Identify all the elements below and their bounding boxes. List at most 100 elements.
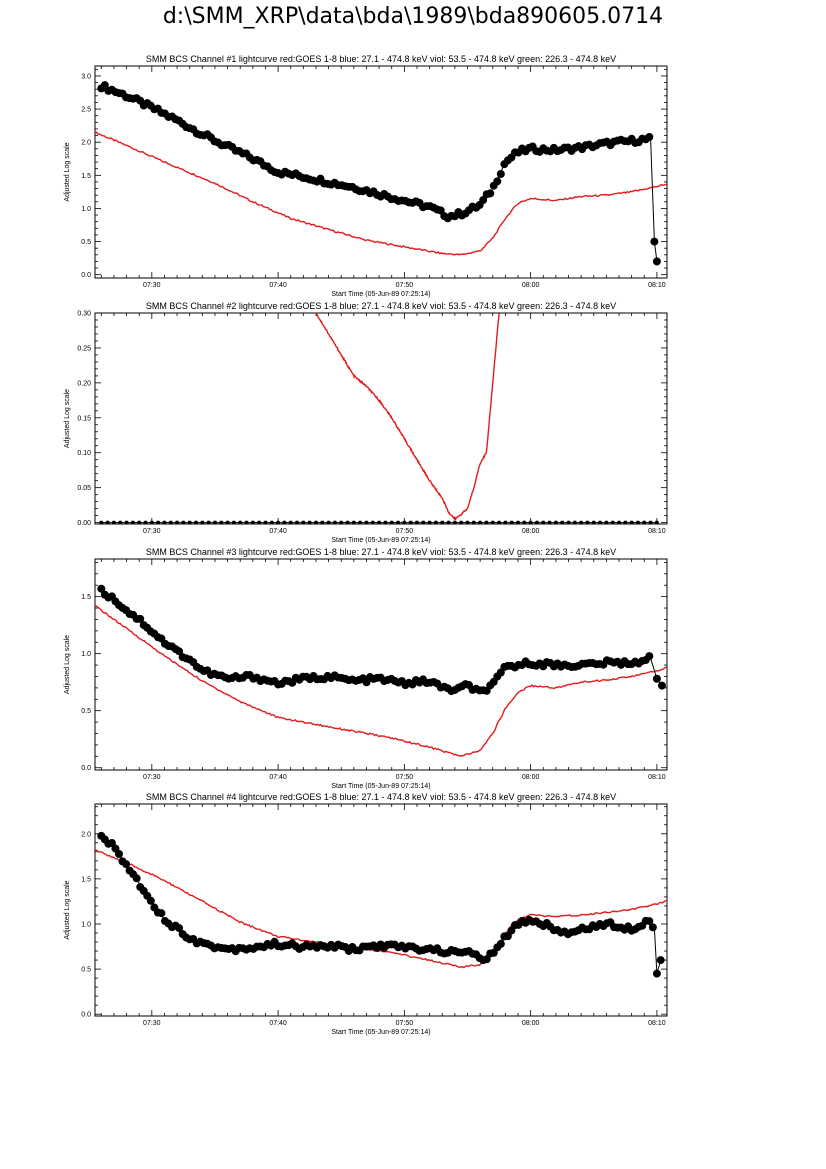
y-tick-label: 2.0 <box>81 831 91 838</box>
chart-title: SMM BCS Channel #2 lightcurve red:GOES 1… <box>146 301 616 311</box>
x-tick-label: 08:00 <box>522 774 540 781</box>
data-point <box>629 520 634 524</box>
y-tick-label: 2.0 <box>81 140 91 147</box>
data-point <box>212 520 217 524</box>
data-point <box>496 169 505 178</box>
data-point <box>383 520 388 524</box>
x-axis-label: Start Time (05-Jun-89 07:25:14) <box>331 1029 430 1036</box>
data-point <box>566 520 571 524</box>
y-tick-label: 0.0 <box>81 1012 91 1019</box>
plot-area <box>99 313 659 524</box>
y-tick-label: 0.0 <box>81 272 91 279</box>
data-point <box>598 520 603 524</box>
y-tick-label: 0.20 <box>77 380 91 387</box>
data-point <box>320 520 325 524</box>
data-point <box>446 520 451 524</box>
data-point <box>642 520 647 524</box>
data-point <box>132 874 141 883</box>
data-point <box>175 647 184 656</box>
data-point <box>497 520 502 524</box>
x-tick-label: 08:10 <box>648 1020 666 1027</box>
data-point <box>105 520 110 524</box>
data-point <box>326 520 331 524</box>
y-tick-label: 0.30 <box>77 311 91 318</box>
y-tick-label: 1.5 <box>81 173 91 180</box>
data-point <box>187 520 192 524</box>
series-goes-line <box>95 131 667 256</box>
data-point <box>509 520 514 524</box>
data-point <box>225 520 230 524</box>
y-tick-label: 0.15 <box>77 415 91 422</box>
y-axis-label: Adjusted Log scale <box>64 880 71 939</box>
data-point <box>313 520 318 524</box>
data-point <box>421 520 426 524</box>
x-tick-label: 07:30 <box>143 282 161 289</box>
y-axis-label: Adjusted Log scale <box>64 142 71 201</box>
data-point <box>136 614 145 623</box>
data-point <box>137 520 142 524</box>
data-point <box>645 133 654 142</box>
page-title: d:\SMM_XRP\data\bda\1989\bda890605.0714 <box>162 4 664 29</box>
series-goes-line <box>95 604 667 757</box>
data-point <box>553 520 558 524</box>
plot-area <box>95 584 667 757</box>
plot-area <box>95 81 667 266</box>
x-tick-label: 07:50 <box>396 1020 414 1027</box>
x-tick-label: 08:00 <box>522 528 540 535</box>
data-point <box>219 520 224 524</box>
data-point <box>358 520 363 524</box>
data-point <box>332 520 337 524</box>
data-point <box>560 520 565 524</box>
data-point <box>656 956 665 965</box>
y-tick-label: 1.5 <box>81 876 91 883</box>
data-point <box>459 520 464 524</box>
data-point <box>402 520 407 524</box>
y-tick-label: 2.5 <box>81 107 91 114</box>
x-tick-label: 07:50 <box>396 774 414 781</box>
data-point <box>301 520 306 524</box>
plot-frame <box>94 65 668 279</box>
x-tick-label: 08:10 <box>648 282 666 289</box>
data-point <box>478 520 483 524</box>
x-tick-label: 08:10 <box>648 528 666 535</box>
data-point <box>276 520 281 524</box>
y-tick-label: 0.5 <box>81 967 91 974</box>
data-point <box>617 520 622 524</box>
data-point <box>479 196 488 205</box>
data-point <box>572 520 577 524</box>
data-point <box>231 520 236 524</box>
y-axis-label: Adjusted Log scale <box>64 635 71 694</box>
data-point <box>604 520 609 524</box>
x-axis-label: Start Time (05-Jun-89 07:25:14) <box>331 783 430 790</box>
x-tick-label: 08:00 <box>522 282 540 289</box>
data-point <box>238 520 243 524</box>
data-point <box>181 520 186 524</box>
data-point <box>547 520 552 524</box>
data-point <box>156 520 161 524</box>
x-axis-label: Start Time (05-Jun-89 07:25:14) <box>331 291 430 298</box>
series-goes-line <box>315 313 500 521</box>
data-point <box>118 520 123 524</box>
data-point <box>100 81 109 90</box>
data-point <box>143 520 148 524</box>
data-point <box>652 969 661 978</box>
plot-frame <box>94 803 668 1017</box>
x-tick-label: 07:40 <box>269 528 287 535</box>
data-point <box>122 860 131 869</box>
data-point <box>157 909 166 918</box>
data-point <box>114 850 123 859</box>
y-axis-label: Adjusted Log scale <box>64 389 71 448</box>
data-point <box>516 520 521 524</box>
y-tick-label: 0.05 <box>77 485 91 492</box>
data-point <box>200 520 205 524</box>
data-point <box>623 520 628 524</box>
data-point <box>396 520 401 524</box>
data-point <box>339 520 344 524</box>
data-point <box>149 520 154 524</box>
series-bcs-line <box>100 835 662 974</box>
data-point <box>433 520 438 524</box>
chart-panel-3: SMM BCS Channel #3 lightcurve red:GOES 1… <box>64 547 668 790</box>
data-point <box>364 520 369 524</box>
data-point <box>484 520 489 524</box>
y-tick-label: 1.0 <box>81 206 91 213</box>
